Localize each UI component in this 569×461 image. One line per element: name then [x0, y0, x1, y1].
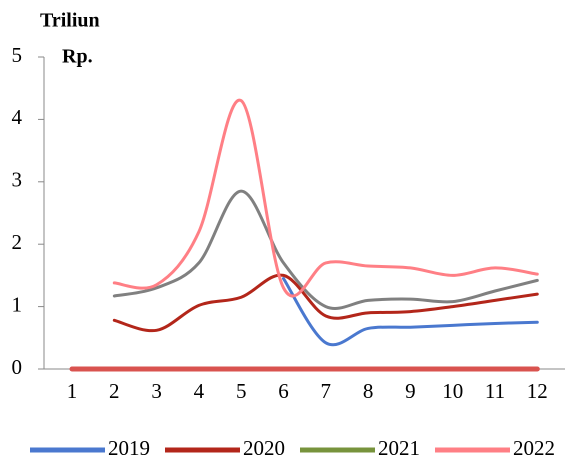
x-tick-label: 11 — [485, 379, 505, 403]
legend-label: 2020 — [243, 436, 285, 460]
y-tick-label: 0 — [12, 355, 23, 379]
series-line — [282, 277, 539, 347]
x-tick-label: 4 — [194, 379, 205, 403]
series-line — [112, 189, 539, 310]
x-tick-label: 8 — [363, 379, 374, 403]
x-tick-label: 6 — [278, 379, 289, 403]
x-tick-label: 2 — [109, 379, 120, 403]
y-tick-label: 3 — [12, 168, 23, 192]
x-tick-label: 1 — [67, 379, 78, 403]
y-axis-label: Rp. — [62, 46, 93, 68]
y-tick-label: 2 — [12, 230, 23, 254]
series-line — [112, 99, 539, 298]
x-tick-label: 12 — [527, 379, 548, 403]
y-tick-label: 4 — [12, 105, 23, 129]
x-tick-label: 10 — [442, 379, 463, 403]
legend-label: 2022 — [513, 436, 555, 460]
y-tick-label: 5 — [12, 43, 23, 67]
x-tick-label: 7 — [321, 379, 332, 403]
y-tick-label: 1 — [12, 292, 23, 316]
x-tick-label: 3 — [151, 379, 162, 403]
series-line — [112, 273, 539, 333]
y-axis-label: Triliun — [40, 10, 100, 32]
x-tick-label: 5 — [236, 379, 247, 403]
legend-label: 2019 — [108, 436, 150, 460]
x-tick-label: 9 — [405, 379, 416, 403]
legend-label: 2021 — [378, 436, 420, 460]
